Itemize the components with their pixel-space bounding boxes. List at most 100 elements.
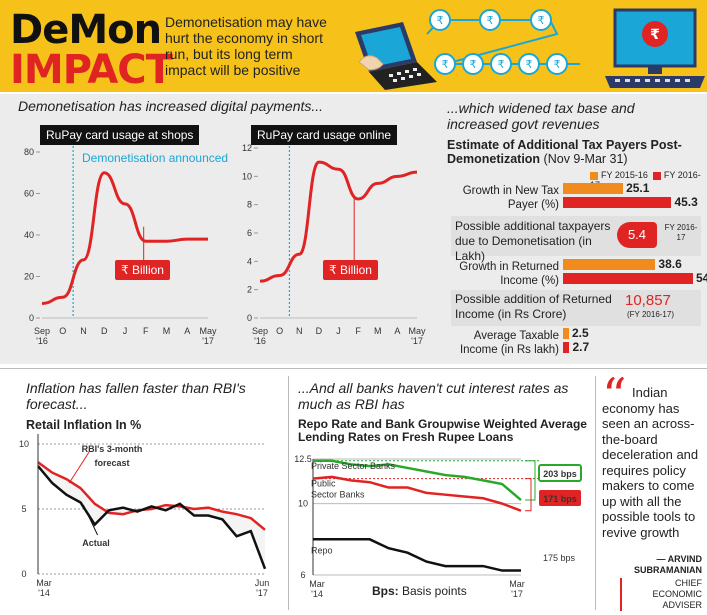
demonetisation-annotation: Demonetisation announced (82, 151, 229, 165)
bar-value: 2.7 (572, 340, 590, 354)
header-subtitle: Demonetisation may have hurt the economy… (165, 14, 327, 78)
rupay-shops-chart: 0 20 40 60 80 Sep'16 O N D J F M A May'17 (24, 146, 217, 346)
x-tick-label: A (394, 326, 400, 336)
rates-section-title: ...And all banks haven't cut interest ra… (298, 380, 569, 412)
bar-value: 25.1 (626, 181, 650, 195)
legend-swatch-fy2016 (652, 171, 661, 180)
y-tick-label: 10 (298, 499, 308, 509)
y-tick-label: 6 (247, 228, 252, 238)
right-section-title: ...which widened tax base and increased … (447, 100, 635, 132)
legend-leader (82, 504, 99, 536)
y-tick-label: 2 (247, 285, 252, 295)
x-tick-label: Sep (34, 326, 50, 336)
series-line (41, 171, 208, 305)
gap-area (38, 462, 265, 569)
quote-role: CHIEF ECONOMIC ADVISER (620, 578, 702, 611)
x-tick-label: '14 (311, 589, 323, 599)
tax-chart-title: Estimate of Additional Tax Payers Post-D… (447, 138, 682, 166)
callout-taxpayers-label: Possible additional taxpayers due to Dem… (455, 219, 611, 263)
x-tick-label: Mar (309, 579, 325, 589)
inflation-chart-title: Retail Inflation In % (26, 418, 142, 432)
svg-text:₹: ₹ (487, 14, 494, 27)
legend-forecast: forecast (94, 458, 129, 468)
legend-leader (68, 451, 90, 484)
x-tick-label: M (163, 326, 171, 336)
bracket-private (525, 460, 536, 501)
badge-public-text: 171 bps (543, 494, 577, 504)
y-tick-label: 12 (242, 143, 252, 153)
legend-forecast: RBI's 3-month (82, 444, 143, 454)
header-illustration: ₹ ₹ ₹ ₹ ₹ ₹ ₹ ₹ ₹ (355, 8, 705, 90)
bracket-public (525, 478, 532, 512)
x-tick-label: D (101, 326, 108, 336)
y-tick-label: 60 (24, 189, 34, 199)
callout-taxpayers-value: 5.4 (617, 222, 657, 248)
left-section-title: Demonetisation has increased digital pay… (18, 98, 324, 114)
quote-author: — ARVIND SUBRAMANIAN (634, 554, 702, 575)
callout-box-income (451, 290, 701, 326)
x-tick-label: '14 (38, 588, 50, 598)
series-line-repo (313, 538, 521, 572)
label-public: Public (311, 479, 336, 489)
x-tick-label: '16 (254, 336, 266, 346)
hand-left-icon (358, 55, 384, 71)
badge-private-text: 203 bps (543, 469, 577, 479)
label-public: Sector Banks (311, 490, 365, 500)
rupay-online-unit-label: ₹ Billion (323, 260, 378, 280)
x-tick-label: O (59, 326, 66, 336)
rupay-shops-unit-label: ₹ Billion (115, 260, 170, 280)
legend-swatch-fy2015 (590, 171, 598, 180)
bar-fy2015 (563, 183, 624, 194)
bar-value: 45.3 (674, 195, 698, 209)
x-tick-label: Mar (509, 579, 525, 589)
y-tick-label: 0 (21, 569, 26, 579)
bar-fy2016 (563, 273, 693, 284)
header-title-line1: DeMon (10, 7, 162, 53)
y-tick-label: 0 (29, 313, 34, 323)
y-tick-label: 0 (247, 313, 252, 323)
callout-income-value: 10,857 (625, 292, 671, 309)
y-tick-label: 12.5 (294, 454, 312, 464)
bar-group-label: Average Taxable Income (in Rs lakh) (459, 330, 559, 356)
x-tick-label: J (123, 326, 128, 336)
x-tick-label: '16 (36, 336, 48, 346)
tax-bars: Growth in New Tax Payer (%) 25.1 45.3 Po… (447, 180, 707, 360)
svg-text:₹: ₹ (470, 58, 477, 71)
x-tick-label: '17 (511, 589, 523, 599)
bar-value: 38.6 (658, 257, 682, 271)
bar-fy2015 (563, 328, 569, 339)
bar-fy2015 (563, 259, 656, 270)
quote-mark-icon: “ (602, 368, 627, 424)
x-tick-label: J (336, 326, 341, 336)
x-tick-label: May (408, 326, 426, 336)
x-tick-label: F (355, 326, 361, 336)
y-tick-label: 8 (247, 200, 252, 210)
bar-group-label: Growth in New Tax Payer (%) (462, 185, 559, 211)
callout-income-note: (FY 2016-17) (627, 310, 674, 319)
x-tick-label: May (199, 326, 217, 336)
svg-text:₹: ₹ (650, 27, 660, 43)
callout-taxpayers-note: FY 2016-17 (664, 223, 698, 242)
legend-actual: Actual (82, 538, 110, 548)
series-line-private (313, 459, 522, 501)
svg-text:₹: ₹ (554, 58, 561, 71)
x-tick-label: N (296, 326, 303, 336)
rupee-coins: ₹ ₹ ₹ ₹ ₹ ₹ ₹ ₹ (437, 14, 561, 71)
y-tick-label: 4 (247, 256, 252, 266)
rupay-online-title: RuPay card usage online (251, 125, 398, 145)
x-tick-label: M (374, 326, 382, 336)
inflation-chart: 0 5 10 Mar'14 Jun'17 RBI's 3-month forecast Act… (19, 434, 269, 598)
bar-value: 54.3 (696, 271, 707, 285)
callout-income-label: Possible addition of Returned Income (in… (455, 292, 612, 321)
section-divider (0, 368, 707, 369)
callout-box-taxpayers (451, 216, 701, 256)
svg-text:₹: ₹ (442, 58, 449, 71)
y-tick-label: 20 (24, 272, 34, 282)
inflation-section-title: Inflation has fallen faster than RBI's f… (26, 380, 246, 412)
svg-text:₹: ₹ (526, 58, 533, 71)
y-tick-label: 6 (300, 570, 305, 580)
y-tick-label: 5 (21, 504, 26, 514)
series-line-actual (37, 465, 267, 570)
x-tick-label: D (316, 326, 323, 336)
x-tick-label: N (80, 326, 87, 336)
